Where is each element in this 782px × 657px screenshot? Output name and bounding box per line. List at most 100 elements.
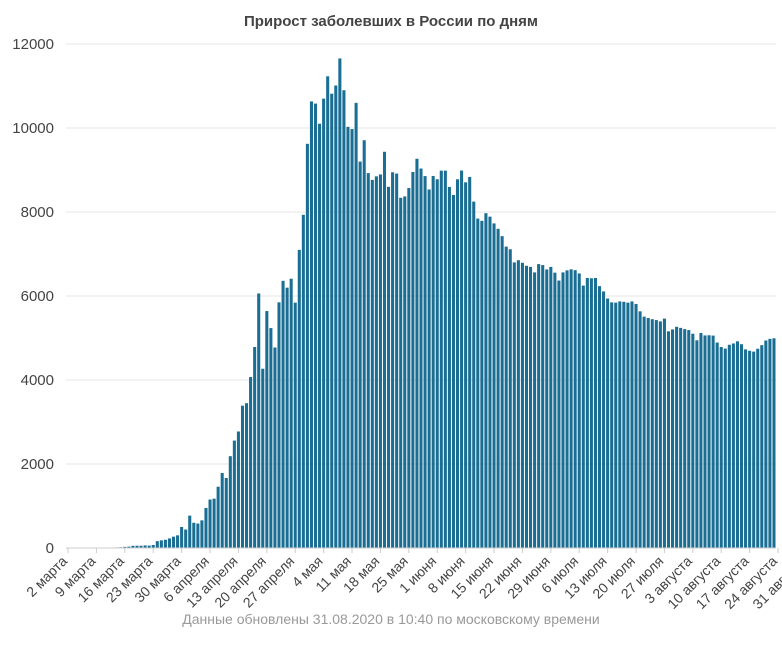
bar	[735, 341, 739, 548]
bar	[512, 262, 516, 548]
bar	[334, 85, 338, 548]
bar	[366, 173, 370, 549]
bar	[760, 345, 764, 548]
bar	[439, 170, 443, 549]
bar	[358, 161, 362, 548]
bar	[370, 179, 374, 548]
bar	[480, 220, 484, 548]
bar	[354, 102, 358, 548]
bar	[533, 272, 537, 548]
bar	[176, 535, 180, 548]
bar	[557, 280, 561, 548]
bar	[427, 189, 431, 549]
bar	[569, 269, 573, 548]
bar	[342, 90, 346, 549]
bars	[66, 58, 776, 549]
bar	[249, 377, 253, 548]
bar	[301, 214, 305, 548]
bar	[537, 264, 541, 548]
bar	[492, 223, 496, 549]
bar	[159, 540, 163, 548]
bar	[188, 515, 192, 548]
bar	[447, 187, 451, 548]
bar	[127, 546, 131, 548]
bar	[224, 477, 228, 548]
y-tick-label: 12000	[12, 36, 54, 53]
bar	[293, 302, 297, 548]
bar	[675, 326, 679, 548]
bar	[196, 523, 200, 548]
bar	[277, 302, 281, 548]
bar	[460, 170, 464, 549]
bar	[585, 278, 589, 548]
bar	[662, 318, 666, 548]
bar	[378, 174, 382, 548]
bar	[228, 456, 232, 548]
bar	[573, 270, 577, 548]
bar	[707, 335, 711, 548]
bar	[768, 338, 772, 548]
bar	[285, 287, 289, 548]
y-tick-label: 4000	[21, 372, 54, 389]
bar	[614, 302, 618, 548]
bar	[139, 545, 143, 548]
bar	[610, 302, 614, 548]
bar	[703, 335, 707, 548]
bar	[553, 272, 557, 548]
bar	[589, 278, 593, 548]
chart-title: Прирост заболевших в России по дням	[244, 13, 538, 30]
bar	[484, 213, 488, 548]
bar	[683, 329, 687, 548]
bar	[236, 431, 240, 548]
bar	[455, 179, 460, 548]
bar	[232, 440, 236, 548]
bar	[143, 545, 147, 548]
bar	[281, 280, 285, 548]
bar	[350, 129, 354, 548]
bar	[297, 249, 301, 548]
bar	[155, 541, 159, 548]
bar	[273, 347, 277, 548]
bar	[597, 286, 602, 548]
bar	[313, 103, 318, 548]
bar	[687, 330, 691, 548]
bar	[476, 218, 480, 548]
bar	[638, 311, 642, 548]
bar	[488, 216, 492, 548]
update-note: Данные обновлены 31.08.2020 в 10:40 по м…	[182, 611, 600, 627]
bar	[622, 301, 626, 548]
bar	[135, 545, 139, 548]
bar	[423, 176, 427, 548]
bar	[739, 344, 744, 548]
bar	[245, 403, 249, 548]
bar	[180, 527, 184, 548]
bar	[305, 143, 309, 548]
bar	[411, 172, 415, 548]
bar	[711, 335, 715, 548]
bar	[504, 246, 508, 549]
bar	[516, 260, 520, 548]
bar	[679, 327, 683, 548]
bar	[289, 278, 293, 548]
bar	[431, 175, 435, 548]
bar	[415, 158, 419, 549]
bar	[654, 320, 658, 548]
bar	[212, 498, 216, 548]
bar	[403, 196, 407, 549]
bar	[646, 318, 650, 548]
bar	[167, 538, 171, 548]
bar	[577, 273, 581, 548]
bar	[606, 298, 610, 548]
y-axis-ticks: 0 2000 4000 6000 8000 10000 12000	[12, 36, 54, 557]
bar	[472, 201, 476, 548]
bar	[399, 197, 403, 549]
bar	[699, 333, 703, 548]
bar	[261, 368, 265, 548]
bar	[240, 405, 245, 548]
bar	[443, 170, 447, 548]
bar	[326, 76, 330, 549]
y-tick-label: 10000	[12, 120, 54, 137]
bar	[131, 545, 135, 548]
bar	[496, 228, 500, 549]
